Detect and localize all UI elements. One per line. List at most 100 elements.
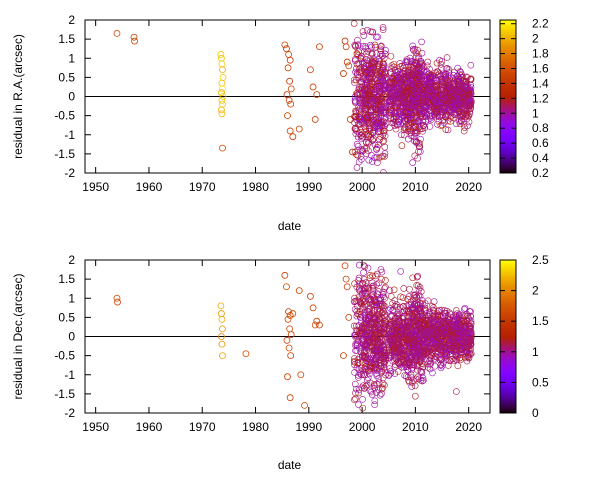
- colorbar-band: [500, 317, 516, 320]
- colorbar-band: [500, 122, 516, 124]
- colorbar-band: [500, 303, 516, 306]
- data-point: [354, 71, 361, 79]
- data-point: [420, 81, 428, 88]
- data-point: [408, 383, 416, 390]
- data-point: [398, 319, 406, 326]
- data-point: [380, 169, 387, 173]
- data-point: [431, 327, 439, 335]
- data-point: [390, 286, 398, 294]
- data-point: [359, 396, 366, 403]
- data-point: [390, 119, 397, 126]
- colorbar-band: [500, 277, 516, 280]
- data-point: [425, 312, 432, 320]
- data-point: [416, 351, 423, 359]
- data-point: [411, 344, 418, 352]
- colorbar-band: [500, 86, 516, 89]
- colorbar-band: [500, 379, 516, 382]
- data-point: [434, 334, 441, 341]
- data-point: [284, 373, 291, 381]
- data-point: [379, 304, 387, 312]
- data-point: [422, 102, 430, 110]
- data-point: [388, 330, 396, 338]
- colorbar-band: [500, 137, 516, 140]
- data-point: [422, 329, 430, 336]
- data-point: [368, 43, 375, 51]
- data-point: [379, 301, 386, 308]
- data-point: [353, 50, 361, 57]
- data-point: [352, 42, 359, 49]
- data-point: [427, 310, 434, 318]
- data-point: [382, 91, 389, 99]
- data-point: [360, 349, 368, 357]
- data-point: [452, 355, 459, 363]
- colorbar-band: [500, 356, 516, 359]
- data-point: [444, 126, 452, 134]
- data-point: [373, 145, 380, 153]
- data-point: [438, 76, 445, 84]
- data-point: [444, 362, 452, 369]
- x-tick-label: 1950: [82, 420, 109, 434]
- colorbar-band: [500, 40, 516, 43]
- colorbar-tick-label: 1.8: [532, 47, 549, 61]
- data-point: [421, 347, 429, 354]
- data-point: [393, 353, 400, 361]
- data-point: [375, 62, 383, 70]
- colorbar-band: [500, 166, 516, 169]
- data-point: [372, 106, 380, 113]
- data-point: [363, 316, 370, 324]
- data-point: [404, 322, 412, 329]
- colorbar-band: [500, 272, 516, 275]
- data-point: [356, 307, 364, 315]
- colorbar-band: [500, 67, 516, 69]
- data-point: [400, 92, 408, 100]
- data-point: [295, 125, 303, 133]
- y-tick-label: 2: [68, 13, 75, 27]
- colorbar-tick-label: 0.5: [532, 375, 549, 389]
- data-point: [395, 333, 402, 341]
- y-tick-label: -1: [64, 128, 75, 142]
- data-point: [351, 358, 358, 366]
- colorbar-band: [500, 309, 516, 312]
- data-point: [422, 109, 430, 116]
- colorbar-band: [500, 93, 516, 96]
- colorbar-band: [500, 41, 516, 44]
- data-point: [409, 42, 416, 50]
- data-point: [405, 123, 412, 131]
- data-point: [408, 366, 415, 374]
- data-point: [340, 352, 347, 360]
- data-point: [361, 289, 369, 297]
- data-point: [400, 285, 408, 292]
- colorbar-band: [500, 32, 516, 35]
- colorbar-band: [500, 21, 516, 24]
- data-point: [386, 112, 393, 119]
- data-point: [412, 375, 420, 383]
- data-point: [379, 59, 387, 67]
- data-point: [410, 336, 418, 344]
- colorbar-band: [500, 170, 516, 173]
- colorbar-band: [500, 350, 516, 353]
- colorbar-band: [500, 113, 516, 115]
- colorbar-band: [500, 167, 516, 170]
- colorbar-band: [500, 291, 516, 294]
- data-point: [353, 283, 361, 291]
- data-point: [219, 325, 226, 333]
- data-point: [440, 71, 447, 79]
- data-point: [390, 60, 398, 68]
- data-point: [352, 395, 359, 403]
- colorbar-band: [500, 151, 516, 154]
- data-point: [351, 93, 359, 101]
- colorbar-band: [500, 342, 516, 345]
- colorbar-band: [500, 45, 516, 48]
- data-point: [405, 135, 412, 143]
- data-point: [362, 125, 370, 132]
- data-point: [311, 321, 319, 329]
- data-point: [364, 101, 372, 109]
- data-point: [394, 358, 401, 366]
- data-point: [381, 68, 388, 76]
- colorbar-band: [500, 396, 516, 399]
- data-point: [450, 78, 458, 86]
- colorbar-band: [500, 265, 516, 267]
- data-point: [404, 295, 411, 303]
- x-axis-label: date: [278, 458, 302, 472]
- data-point: [464, 353, 471, 361]
